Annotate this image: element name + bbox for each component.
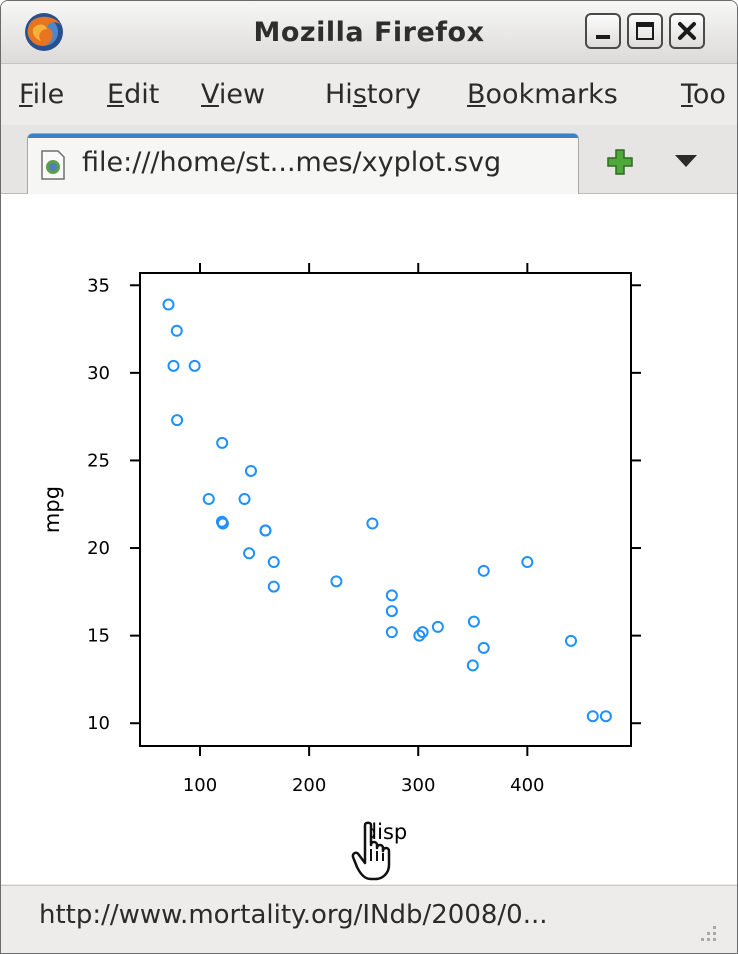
x-tick-label: 200 [292,775,326,796]
x-tick-label: 100 [183,775,217,796]
menu-file-label: ile [32,79,65,110]
menu-tools[interactable]: Too [681,79,726,110]
menu-file-mnemonic: F [19,79,33,110]
menu-edit-label: dit [124,79,160,110]
y-tick-label: 35 [87,275,110,296]
data-point [243,547,256,560]
menu-history[interactable]: History [325,79,421,110]
data-point [586,710,599,723]
data-point [162,298,175,311]
data-point [170,324,183,337]
x-tick-label: 300 [401,775,435,796]
status-url: http://www.mortality.org/INdb/2008/0... [39,900,548,930]
plot-frame [139,272,632,747]
tab-xyplot[interactable]: file:///home/st...mes/xyplot.svg [27,133,579,194]
data-point [385,605,398,618]
status-bar: http://www.mortality.org/INdb/2008/0... [1,885,737,953]
tab-active-indicator [28,134,578,138]
menu-tools-label: oo [692,79,726,110]
data-point [521,556,534,569]
data-point [477,564,490,577]
data-point [259,524,272,537]
tab-label: file:///home/st...mes/xyplot.svg [82,147,502,178]
y-tick-label: 15 [87,626,110,647]
data-point [267,556,280,569]
data-point [477,641,490,654]
close-button[interactable] [669,13,705,49]
menu-bookmarks-label: ookmarks [485,79,618,110]
new-tab-icon[interactable] [605,147,635,177]
data-point [216,436,229,449]
hand-pointer-cursor-icon [351,821,391,881]
window-title: Mozilla Firefox [253,17,485,48]
close-icon [678,22,696,40]
tab-strip: file:///home/st...mes/xyplot.svg [1,125,737,194]
menu-edit-mnemonic: E [107,79,125,110]
menu-bar: File Edit View History Bookmarks Too [1,65,737,125]
data-point [416,626,429,639]
y-tick-label: 25 [87,450,110,471]
data-point [431,620,444,633]
data-point [466,659,479,672]
maximize-icon [636,22,654,40]
data-point [330,575,343,588]
data-point [599,710,612,723]
menu-history-mnemonic: s [352,79,367,110]
data-point [385,626,398,639]
menu-view-label: iew [218,79,266,110]
data-point [564,634,577,647]
y-tick-label: 10 [87,713,110,734]
x-tick-label: 400 [510,775,544,796]
y-tick-label: 30 [87,363,110,384]
y-tick-label: 20 [87,538,110,559]
data-point [216,517,229,530]
firefox-icon[interactable] [23,11,65,53]
menu-view[interactable]: View [201,79,265,110]
menu-edit[interactable]: Edit [107,79,159,110]
data-point [244,464,257,477]
resize-grip-icon[interactable] [691,920,719,948]
data-point [167,359,180,372]
minimize-button[interactable] [585,13,621,49]
page-content: 100 200 300 400 10 15 20 25 30 35 disp mpg [1,194,737,884]
data-point [413,629,426,642]
data-point [171,414,184,427]
data-point [188,359,201,372]
title-bar[interactable]: Mozilla Firefox [1,1,737,64]
menu-bookmarks[interactable]: Bookmarks [467,79,618,110]
y-axis-label: mpg [40,486,64,533]
tab-list-arrow-icon[interactable] [673,151,699,171]
maximize-button[interactable] [627,13,663,49]
data-point [467,615,480,628]
minimize-icon [596,35,610,39]
data-point [202,492,215,505]
data-point [366,517,379,530]
menu-history-label: tory [366,79,422,110]
menu-file[interactable]: File [19,79,64,110]
file-icon [41,150,65,180]
menu-history-prefix: Hi [325,79,353,110]
menu-tools-mnemonic: T [681,79,693,110]
menu-view-mnemonic: V [201,79,219,110]
data-point [385,589,398,602]
data-point [267,580,280,593]
menu-bookmarks-mnemonic: B [467,79,486,110]
data-point [238,492,251,505]
